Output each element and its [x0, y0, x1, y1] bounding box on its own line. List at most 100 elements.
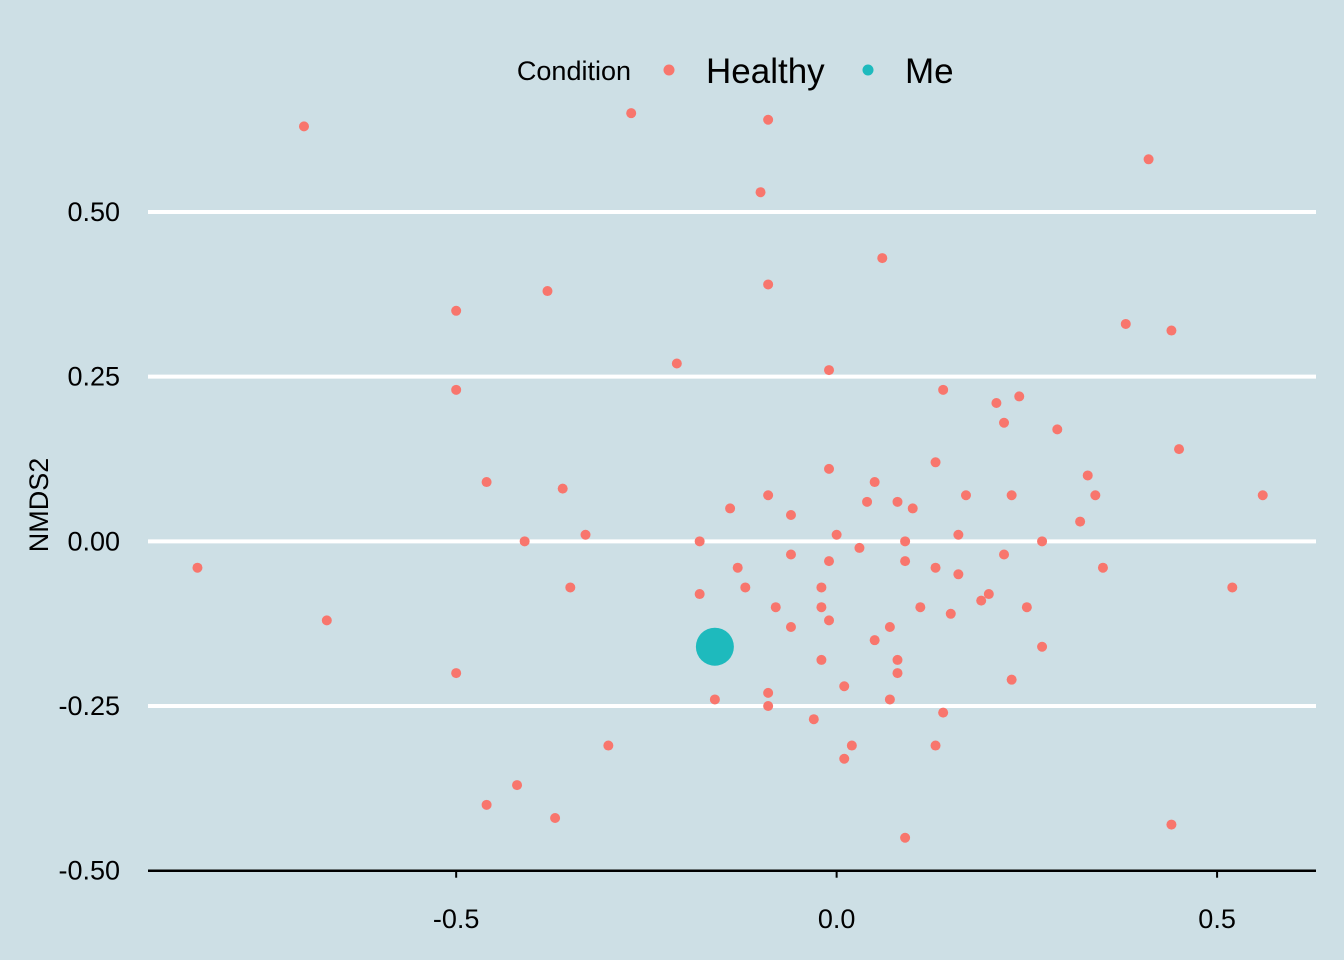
point-healthy	[930, 740, 941, 751]
legend-label: Me	[905, 52, 954, 91]
point-healthy	[763, 687, 774, 698]
point-healthy	[1166, 819, 1177, 830]
point-healthy	[884, 694, 895, 705]
point-healthy	[732, 562, 743, 573]
point-healthy	[763, 490, 774, 501]
point-healthy	[816, 654, 827, 665]
legend-key	[862, 64, 874, 76]
data-points	[192, 108, 1268, 843]
point-healthy	[542, 286, 553, 297]
point-healthy	[1143, 154, 1154, 165]
point-healthy	[854, 542, 865, 553]
point-healthy	[907, 503, 918, 514]
point-healthy	[1037, 536, 1048, 547]
point-healthy	[481, 799, 492, 810]
point-healthy	[1021, 602, 1032, 613]
point-healthy	[298, 121, 309, 132]
point-healthy	[1082, 470, 1093, 481]
point-healthy	[831, 529, 842, 540]
point-healthy	[755, 187, 766, 198]
point-healthy	[900, 556, 911, 567]
point-healthy	[671, 358, 682, 369]
point-healthy	[451, 384, 462, 395]
point-healthy	[512, 780, 523, 791]
axes: -0.50 -0.25 0.00 0.25 0.50 -0.5 0.0 0.5	[58, 197, 1316, 934]
point-healthy	[565, 582, 576, 593]
gridlines	[148, 209, 1316, 709]
point-healthy	[481, 477, 492, 488]
point-healthy	[960, 490, 971, 501]
point-healthy	[884, 621, 895, 632]
legend-label: Healthy	[706, 52, 825, 91]
point-healthy	[953, 529, 964, 540]
point-healthy	[892, 654, 903, 665]
point-healthy	[321, 615, 332, 626]
point-healthy	[938, 707, 949, 718]
point-healthy	[915, 602, 926, 613]
y-tick-label: -0.25	[58, 691, 120, 721]
point-healthy	[694, 589, 705, 600]
point-healthy	[824, 556, 835, 567]
point-healthy	[785, 509, 796, 520]
point-healthy	[1006, 490, 1017, 501]
point-healthy	[839, 681, 850, 692]
point-healthy	[451, 668, 462, 679]
point-healthy	[550, 813, 561, 824]
point-healthy	[763, 701, 774, 712]
point-healthy	[1075, 516, 1086, 527]
point-healthy	[900, 832, 911, 843]
point-healthy	[603, 740, 614, 751]
point-healthy	[725, 503, 736, 514]
point-healthy	[694, 536, 705, 547]
point-healthy	[519, 536, 530, 547]
point-healthy	[869, 477, 880, 488]
y-tick-label: 0.50	[67, 197, 120, 227]
x-tick-label: 0.0	[818, 904, 856, 934]
point-healthy	[192, 562, 203, 573]
point-healthy	[1166, 325, 1177, 336]
point-healthy	[1120, 318, 1131, 329]
point-healthy	[991, 398, 1002, 409]
point-healthy	[869, 635, 880, 646]
x-tick-label: -0.5	[433, 904, 480, 934]
y-tick-label: 0.00	[67, 526, 120, 556]
point-healthy	[816, 582, 827, 593]
point-healthy	[451, 305, 462, 316]
point-healthy	[1006, 674, 1017, 685]
point-healthy	[763, 114, 774, 125]
point-healthy	[1037, 641, 1048, 652]
point-healthy	[892, 668, 903, 679]
point-healthy	[976, 595, 987, 606]
point-healthy	[862, 496, 873, 507]
point-healthy	[930, 457, 941, 468]
point-healthy	[999, 417, 1010, 428]
y-tick-label: 0.25	[67, 362, 120, 392]
point-healthy	[740, 582, 751, 593]
point-healthy	[626, 108, 637, 119]
point-healthy	[808, 714, 819, 725]
point-healthy	[785, 621, 796, 632]
point-healthy	[1257, 490, 1268, 501]
point-healthy	[1227, 582, 1238, 593]
point-healthy	[877, 253, 888, 264]
point-healthy	[824, 615, 835, 626]
point-healthy	[709, 694, 720, 705]
legend-key	[663, 64, 675, 76]
point-healthy	[839, 753, 850, 764]
point-healthy	[557, 483, 568, 494]
y-tick-label: -0.50	[58, 856, 120, 886]
point-healthy	[770, 602, 781, 613]
point-healthy	[930, 562, 941, 573]
legend-title: Condition	[517, 56, 631, 86]
point-me	[695, 627, 734, 666]
point-healthy	[824, 463, 835, 474]
point-healthy	[846, 740, 857, 751]
point-healthy	[785, 549, 796, 560]
point-healthy	[999, 549, 1010, 560]
point-healthy	[816, 602, 827, 613]
point-healthy	[983, 589, 994, 600]
point-healthy	[900, 536, 911, 547]
x-tick-label: 0.5	[1198, 904, 1236, 934]
point-healthy	[1090, 490, 1101, 501]
point-healthy	[824, 365, 835, 376]
